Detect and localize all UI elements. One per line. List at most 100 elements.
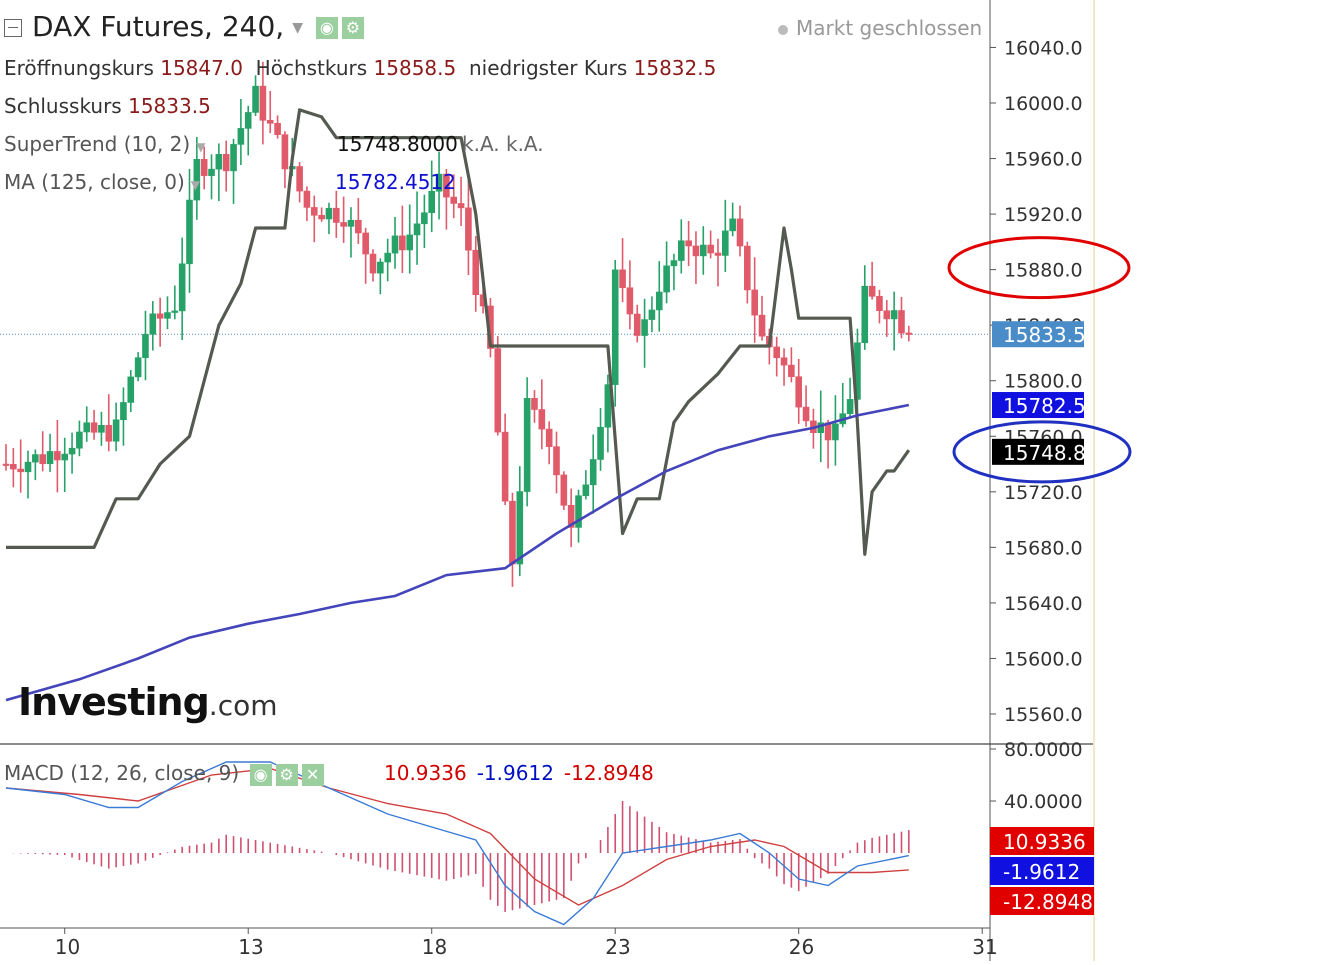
candle-body — [582, 484, 590, 497]
candle-body — [2, 463, 10, 466]
collapse-icon[interactable] — [4, 19, 22, 37]
candle-body — [32, 454, 39, 463]
candle-body — [788, 364, 795, 378]
y-tick-label: 15680.0 — [1004, 537, 1083, 559]
signal-value: -1.9612 — [476, 761, 554, 785]
price-label-box — [992, 438, 1084, 465]
candle-body — [61, 453, 69, 461]
price-plot-area — [2, 61, 913, 702]
candle-body — [890, 310, 898, 320]
candle-body — [186, 199, 193, 265]
candle-body — [142, 334, 149, 358]
candle-body — [736, 218, 744, 247]
candle-body — [156, 313, 164, 319]
candle-body — [435, 173, 443, 192]
candle-body — [252, 85, 259, 113]
signal-line — [5, 767, 909, 906]
macd-line — [5, 761, 909, 926]
price-label: 15782.5 — [1003, 394, 1086, 418]
chevron-down-icon[interactable]: ▼ — [292, 20, 303, 36]
chevron-down-icon: ▼ — [190, 178, 200, 192]
candle-body — [846, 399, 854, 414]
candle-body — [494, 348, 502, 433]
candle-body — [802, 406, 810, 422]
price-label-box — [992, 321, 1084, 348]
x-tick-label: 13 — [238, 935, 263, 959]
candle-body — [164, 312, 171, 319]
price-label: 15748.8 — [1003, 441, 1086, 465]
gear-icon[interactable]: ⚙ — [341, 17, 364, 39]
candle-body — [626, 287, 634, 315]
gear-icon[interactable]: ⚙ — [275, 763, 298, 786]
eye-icon[interactable]: ◉ — [315, 17, 338, 39]
candle-body — [391, 235, 399, 254]
candle-body — [611, 269, 619, 385]
candle-body — [244, 112, 252, 129]
y-tick-label: 15800.0 — [1004, 371, 1083, 393]
y-tick-label: 16040.0 — [1004, 37, 1083, 59]
candle-body — [729, 218, 736, 232]
y-tick-label: 15960.0 — [1004, 149, 1083, 171]
candle-body — [450, 196, 458, 204]
close-value: 15833.5 — [128, 94, 211, 118]
y-tick-label: 15560.0 — [1004, 704, 1083, 726]
blue-annotation-ellipse — [952, 420, 1132, 484]
y-tick-label: 15600.0 — [1004, 648, 1083, 670]
candle-body — [134, 357, 142, 378]
candle-body — [457, 203, 465, 209]
macd-label-box — [990, 887, 1094, 915]
close-line: Schlusskurs 15833.5 — [4, 94, 211, 118]
close-icon[interactable]: ✕ — [301, 763, 324, 786]
investing-logo: Investing.com — [18, 680, 278, 724]
candle-body — [355, 219, 362, 234]
candle-body — [780, 357, 788, 366]
histogram-value: -12.8948 — [563, 761, 654, 785]
candle-body — [90, 422, 98, 433]
candle-body — [758, 314, 766, 337]
supertrend-line — [6, 108, 911, 556]
candle-body — [413, 223, 421, 236]
candle-body — [655, 291, 663, 311]
supertrend-legend[interactable]: SuperTrend (10, 2) ▼ — [4, 132, 206, 156]
candle-body — [523, 398, 531, 492]
candle-body — [428, 190, 436, 214]
candle-body — [832, 423, 839, 441]
market-status: Markt geschlossen — [778, 16, 982, 40]
macd-legend[interactable]: MACD (12, 26, close, 9) ◉ ⚙ ✕ — [4, 761, 324, 786]
candle-body — [83, 422, 91, 433]
candle-body — [39, 454, 47, 465]
candle-body — [472, 249, 480, 296]
candle-body — [347, 219, 355, 227]
candle-body — [699, 244, 707, 257]
candle-body — [340, 222, 347, 227]
candle-body — [222, 154, 230, 172]
y-tick-label: 15640.0 — [1004, 593, 1083, 615]
candle-body — [868, 285, 876, 297]
candle-body — [722, 230, 729, 256]
candle-body — [76, 431, 83, 449]
y-tick-label: 15920.0 — [1004, 204, 1083, 226]
candle-body — [17, 468, 24, 473]
candle-body — [898, 310, 905, 334]
price-axis: 15560.015600.015640.015680.015720.015760… — [55, 37, 1094, 959]
macd-y-tick-label: 40.0000 — [1004, 791, 1083, 813]
candle-body — [149, 313, 157, 335]
candle-body — [677, 240, 685, 261]
candle-body — [200, 159, 208, 176]
macd-plot-area — [5, 761, 910, 926]
candle-body — [112, 419, 120, 442]
candle-body — [193, 159, 201, 201]
candle-body — [641, 319, 648, 336]
candle-body — [377, 261, 384, 274]
candle-body — [714, 252, 722, 256]
candle-body — [597, 426, 604, 460]
candle-body — [516, 491, 524, 565]
ma-legend[interactable]: MA (125, close, 0) ▼ — [4, 170, 200, 194]
chart-title: DAX Futures, 240, ▼ ◉ ⚙ — [0, 10, 364, 43]
eye-icon[interactable]: ◉ — [249, 763, 272, 786]
chevron-down-icon: ▼ — [196, 140, 206, 154]
macd-value: 10.9336 — [384, 761, 467, 785]
price-label: 15833.5 — [1003, 323, 1086, 347]
